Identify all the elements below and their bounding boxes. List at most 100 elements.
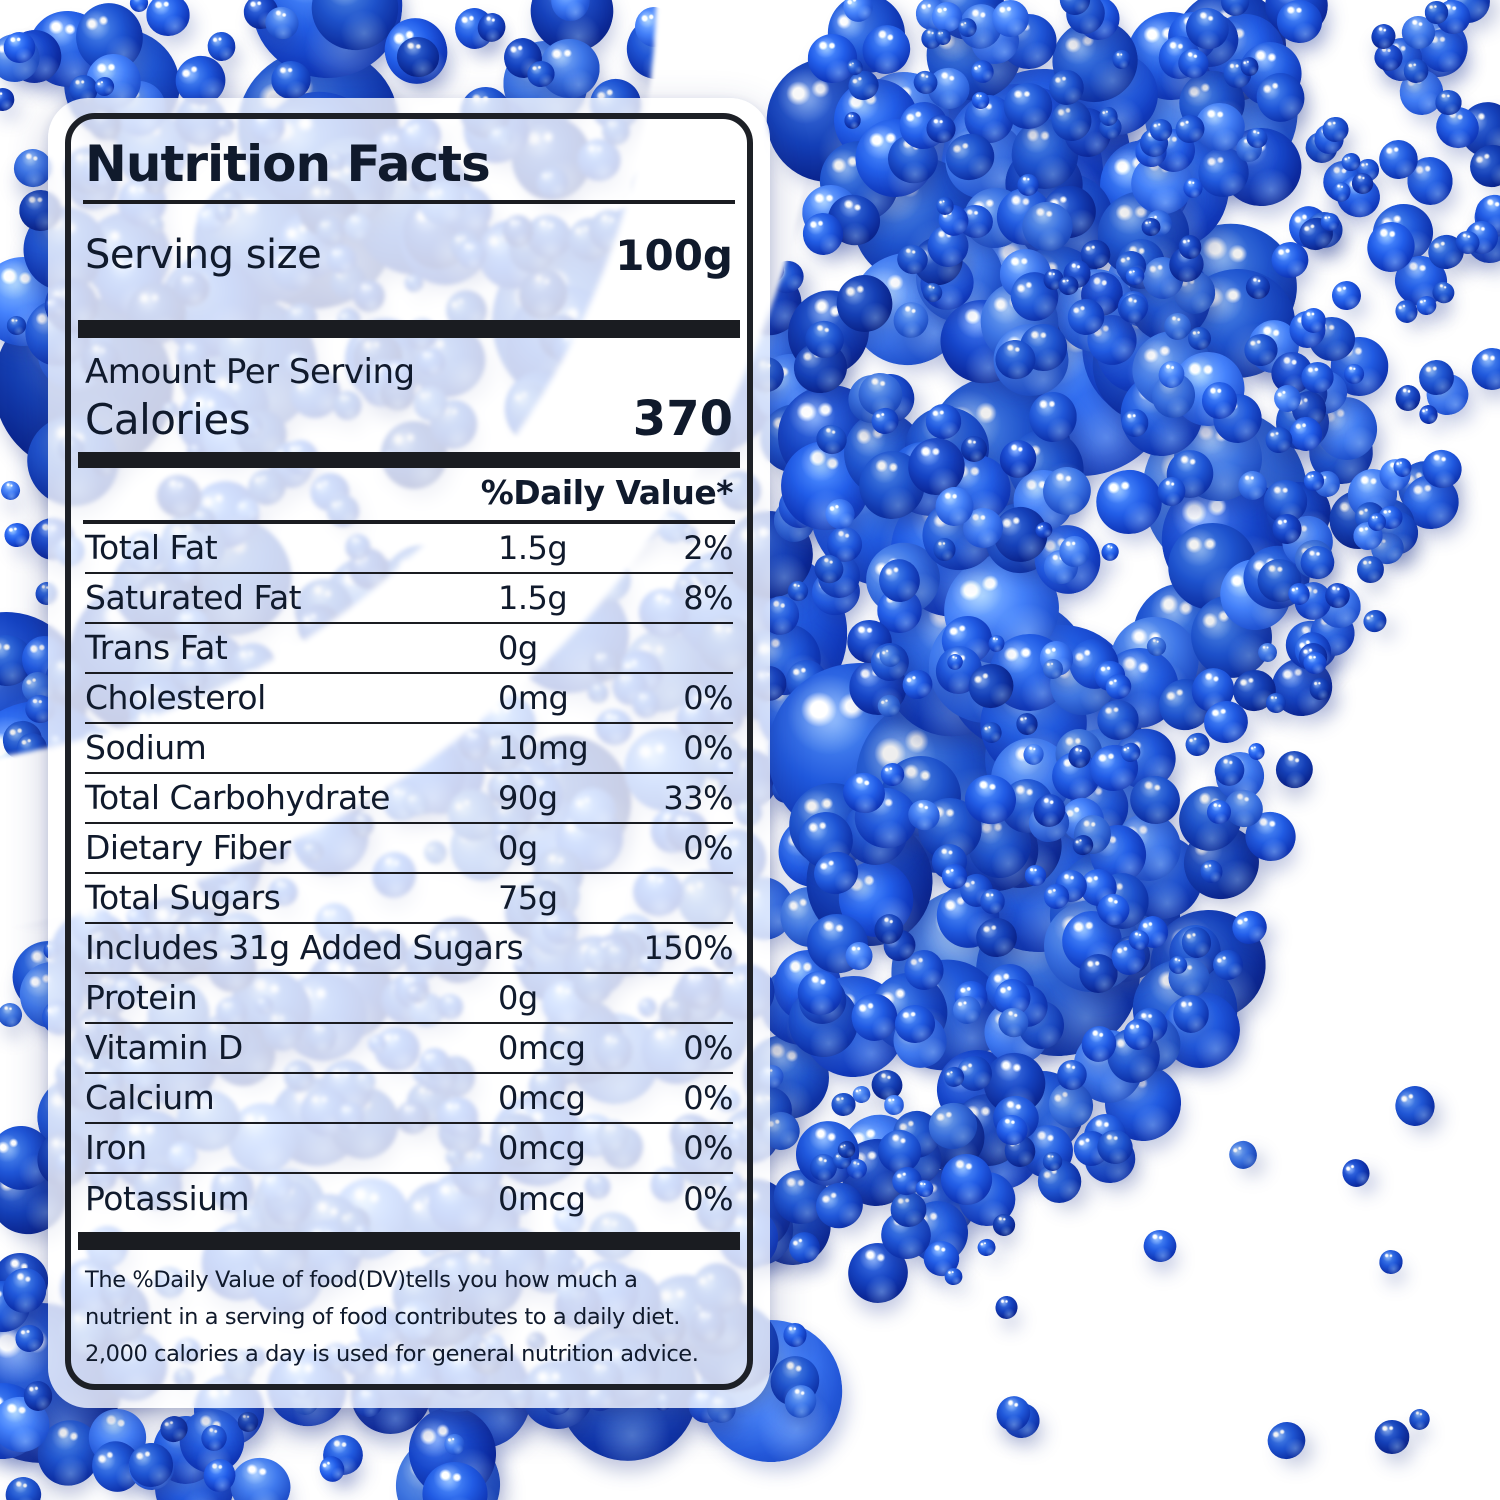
nutrient-daily-value: 150% (643, 928, 734, 967)
nutrient-row: Total Carbohydrate 90g 33% (85, 774, 734, 824)
pearl (1359, 605, 1391, 636)
pearl (1225, 1137, 1261, 1173)
nutrient-name: Iron (85, 1128, 147, 1167)
daily-value-header: %Daily Value* (480, 473, 734, 512)
pearl (944, 1266, 963, 1285)
pearl (1390, 1081, 1440, 1131)
nutrient-amount: 0mcg (498, 1078, 586, 1117)
nutrient-amount: 0mcg (498, 1028, 586, 1067)
pearl (1057, 275, 1079, 296)
nutrient-table: Total Fat 1.5g 2% Saturated Fat 1.5g 8% Trans … (85, 524, 734, 1224)
nutrient-daily-value: 0% (683, 728, 733, 767)
nutrient-amount: 0g (498, 978, 538, 1017)
nutrient-amount: 90g (498, 778, 558, 817)
pearl (932, 538, 956, 562)
nutrient-amount: 0mcg (498, 1179, 586, 1218)
pearl (1140, 1227, 1180, 1266)
pearl (1374, 1419, 1410, 1454)
nutrient-name: Total Sugars (85, 878, 281, 917)
nutrient-amount: 1.5g (498, 578, 568, 617)
daily-value-divider (83, 520, 735, 524)
serving-size-row: Serving size 100g (85, 228, 733, 282)
pearl (1058, 536, 1090, 568)
nutrient-name: Calcium (85, 1078, 215, 1117)
nutrient-amount: 0mcg (498, 1128, 586, 1167)
nutrient-row: Dietary Fiber 0g 0% (85, 824, 734, 874)
nutrient-name: Vitamin D (85, 1028, 243, 1067)
nutrient-name: Total Carbohydrate (85, 778, 390, 817)
nutrient-row: Potassium 0mcg 0% (85, 1174, 734, 1224)
nutrient-name: Dietary Fiber (85, 828, 291, 867)
pearl (1300, 307, 1326, 334)
nutrient-amount: 0g (498, 628, 538, 667)
nutrition-label-border: Nutrition Facts Serving size 100g Amount… (65, 113, 753, 1390)
calories-row: Calories 370 (85, 391, 733, 447)
nutrient-daily-value: 0% (683, 678, 733, 717)
nutrient-amount: 0mg (498, 678, 569, 717)
nutrient-name: Trans Fat (85, 628, 228, 667)
pearl (1270, 745, 1318, 794)
label-footnote: The %Daily Value of food(DV)tells you ho… (85, 1262, 733, 1373)
pearl (1321, 115, 1350, 143)
nutrient-amount: 1.5g (498, 528, 568, 567)
pearl (1329, 278, 1364, 313)
nutrient-daily-value: 0% (683, 828, 733, 867)
section-divider-bar (78, 452, 740, 468)
pearl (1356, 555, 1384, 583)
nutrient-name: Cholesterol (85, 678, 266, 717)
section-divider-bar (78, 320, 740, 338)
label-title: Nutrition Facts (85, 135, 491, 193)
nutrient-name: Potassium (85, 1179, 250, 1218)
nutrient-daily-value: 0% (683, 1128, 733, 1167)
nutrient-row: Total Sugars 75g (85, 874, 733, 924)
title-divider (83, 200, 735, 204)
pearl (1098, 540, 1123, 564)
nutrient-daily-value: 0% (683, 1179, 733, 1218)
pearl (1309, 677, 1331, 700)
nutrient-row: Protein 0g (85, 974, 733, 1024)
pearl (993, 1294, 1019, 1321)
nutrient-row: Includes 31g Added Sugars 150% (85, 924, 734, 974)
footnote-line: 2,000 calories a day is used for general… (85, 1340, 699, 1367)
nutrient-daily-value: 0% (683, 1028, 733, 1067)
nutrient-amount: 10mg (498, 728, 589, 767)
section-divider-bar (78, 1231, 740, 1250)
nutrient-row: Vitamin D 0mcg 0% (85, 1024, 734, 1074)
nutrient-amount: 0g (498, 828, 538, 867)
pearl (883, 1094, 904, 1115)
footnote-line: The %Daily Value of food(DV)tells you ho… (85, 1266, 638, 1293)
nutrient-row: Total Fat 1.5g 2% (85, 524, 734, 574)
nutrient-row: Trans Fat 0g (85, 624, 733, 674)
amount-per-serving-label: Amount Per Serving (85, 352, 415, 392)
nutrient-name: Includes 31g Added Sugars (85, 928, 524, 967)
nutrient-name: Sodium (85, 728, 207, 767)
nutrient-daily-value: 8% (683, 578, 733, 617)
pearl (976, 1236, 998, 1258)
nutrition-label: Nutrition Facts Serving size 100g Amount… (48, 98, 770, 1408)
nutrient-name: Total Fat (85, 528, 218, 567)
serving-size-value: 100g (615, 230, 733, 280)
nutrient-daily-value: 0% (683, 1078, 733, 1117)
nutrient-row: Iron 0mcg 0% (85, 1124, 734, 1174)
serving-size-label: Serving size (85, 232, 322, 278)
nutrient-amount: 75g (498, 878, 558, 917)
nutrient-row: Cholesterol 0mg 0% (85, 674, 734, 724)
pearl (1405, 1405, 1433, 1433)
nutrient-name: Saturated Fat (85, 578, 302, 617)
pearl (1393, 382, 1424, 414)
nutrient-daily-value: 33% (663, 778, 733, 817)
pearl (1468, 345, 1500, 393)
nutrient-row: Calcium 0mcg 0% (85, 1074, 734, 1124)
pearl (1338, 1155, 1374, 1192)
pearl (1378, 1248, 1404, 1275)
nutrient-name: Protein (85, 978, 198, 1017)
nutrient-row: Saturated Fat 1.5g 8% (85, 574, 734, 624)
calories-label: Calories (85, 394, 251, 444)
pearl (1122, 1018, 1153, 1050)
nutrient-row: Sodium 10mg 0% (85, 724, 734, 774)
calories-value: 370 (632, 391, 733, 447)
pearl (1262, 1417, 1311, 1465)
footnote-line: nutrient in a serving of food contribute… (85, 1303, 681, 1330)
nutrient-daily-value: 2% (683, 528, 733, 567)
